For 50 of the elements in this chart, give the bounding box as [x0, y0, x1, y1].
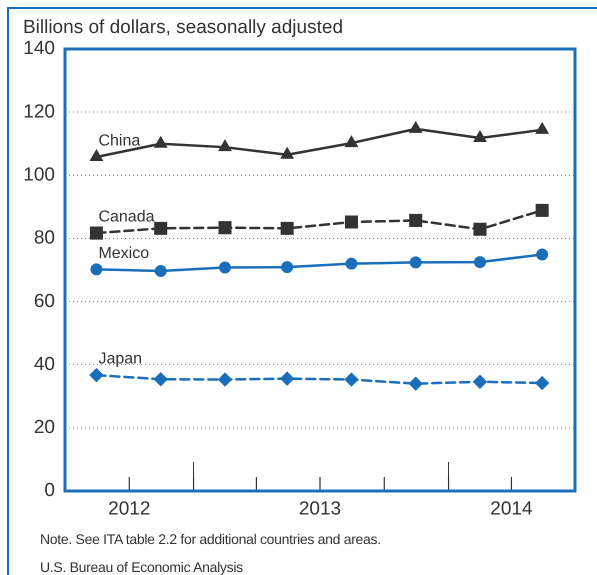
y-tick-label: 60 [34, 290, 55, 312]
point [90, 263, 102, 276]
y-axis-title: Billions of dollars, seasonally adjusted [23, 17, 344, 39]
y-tick-label: 20 [34, 417, 55, 438]
point [281, 261, 294, 274]
point [344, 136, 358, 148]
point [218, 140, 232, 152]
point [409, 214, 422, 227]
y-tick-label: 80 [34, 228, 55, 249]
point [408, 376, 423, 391]
series-label: China [98, 132, 140, 150]
point [536, 204, 549, 217]
point [90, 226, 103, 240]
point [472, 374, 487, 389]
y-tick-label: 0 [44, 480, 55, 502]
point [344, 216, 358, 229]
point [536, 122, 549, 134]
point [535, 376, 550, 390]
point [536, 248, 548, 261]
point [154, 136, 168, 148]
x-tick-label: 2013 [298, 498, 342, 520]
point [89, 368, 104, 382]
point [280, 222, 294, 235]
x-tick-label: 2014 [490, 498, 533, 520]
series-label: Mexico [98, 244, 150, 262]
point [218, 261, 231, 274]
x-tick-label: 2012 [108, 498, 150, 520]
y-tick-label: 100 [23, 164, 55, 186]
point [473, 222, 486, 236]
point [218, 221, 232, 234]
point [154, 372, 168, 386]
text: U.S. Bureau of Economic Analysis [40, 559, 243, 575]
point [280, 372, 294, 386]
text: Note. See ITA table 2.2 for additional countries and areas. [40, 531, 381, 547]
point [90, 149, 103, 161]
y-tick-label: 140 [23, 38, 55, 60]
y-tick-label: 40 [34, 354, 55, 375]
y-tick-label: 120 [23, 101, 55, 122]
point [280, 147, 294, 159]
point [154, 264, 167, 277]
series-label: Japan [98, 350, 142, 368]
series-label: Canada [98, 208, 155, 226]
point [218, 372, 232, 387]
point [345, 258, 358, 270]
point [154, 222, 168, 235]
point [344, 372, 358, 387]
point [473, 130, 487, 142]
point [409, 121, 422, 133]
point [410, 256, 422, 268]
point [474, 256, 486, 268]
